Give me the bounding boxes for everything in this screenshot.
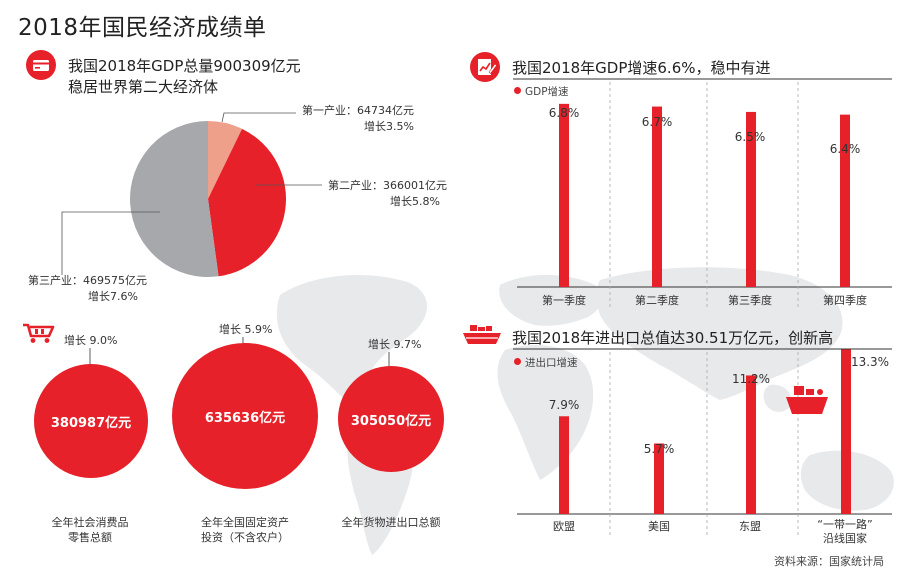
q2-value-label: 6.7% bbox=[641, 115, 673, 129]
pie-growth-secondary: 增长5.8% bbox=[390, 195, 440, 208]
asean-bar bbox=[746, 375, 756, 514]
us-bar bbox=[654, 443, 664, 514]
pie-leader-primary bbox=[221, 112, 296, 123]
pie-annotation-secondary: 第二产业：366001亿元 增长5.8% bbox=[328, 178, 447, 210]
q4-value-label: 6.4% bbox=[829, 142, 861, 156]
world-map-background bbox=[276, 267, 894, 555]
pie-slice-primary bbox=[208, 121, 243, 199]
bubble-caption-retail: 全年社会消费品 零售总额 bbox=[51, 516, 129, 544]
pie-growth-tertiary: 增长7.6% bbox=[88, 290, 138, 303]
bubble-growth-trade: 增长 9.7% bbox=[368, 338, 422, 351]
shopping-cart-icon bbox=[23, 323, 55, 343]
q3-category-label: 第三季度 bbox=[728, 294, 772, 307]
gdp-pie-chart bbox=[61, 112, 322, 277]
bubble-trade: 305050亿元 bbox=[338, 366, 444, 472]
bubble-growth-retail: 增长 9.0% bbox=[64, 334, 118, 347]
eu-bar bbox=[559, 416, 569, 514]
page-title: 2018年国民经济成绩单 bbox=[18, 15, 267, 41]
quarterly-legend: GDP增速 bbox=[514, 84, 569, 99]
q1-bar bbox=[559, 103, 569, 287]
eu-value-label: 7.9% bbox=[548, 398, 580, 412]
gdp-title-line2: 稳居世界第二大经济体 bbox=[68, 78, 219, 96]
pie-growth-primary: 增长3.5% bbox=[364, 120, 414, 133]
q3-value-label: 6.5% bbox=[734, 130, 766, 144]
pie-annotation-primary: 第一产业：64734亿元 增长3.5% bbox=[302, 103, 414, 135]
q2-category-label: 第二季度 bbox=[635, 294, 679, 307]
q1-value-label: 6.8% bbox=[548, 106, 580, 120]
source-note: 资料来源：国家统计局 bbox=[774, 555, 884, 568]
q4-category-label: 第四季度 bbox=[823, 294, 867, 307]
q2-bar bbox=[652, 106, 662, 288]
quarterly-title: 我国2018年GDP增速6.6%，稳中有进 bbox=[512, 59, 771, 77]
eu-category-label: 欧盟 bbox=[553, 520, 575, 533]
us-value-label: 5.7% bbox=[643, 442, 675, 456]
pie-slice-tertiary bbox=[129, 121, 219, 277]
trade-title: 我国2018年进出口总值达30.51万亿元，创新高 bbox=[512, 329, 834, 347]
pie-leader-tertiary bbox=[61, 211, 160, 275]
pie-slice-secondary bbox=[208, 128, 287, 277]
asean-category-label: 东盟 bbox=[739, 520, 761, 533]
legend-dot-icon bbox=[514, 358, 521, 365]
bubble-caption-trade: 全年货物进出口总额 bbox=[341, 516, 441, 529]
pie-label-secondary: 第二产业：366001亿元 bbox=[328, 179, 447, 192]
ship-illustration-icon bbox=[786, 386, 828, 414]
belt-road-category-label: “一带一路” 沿线国家 bbox=[817, 518, 873, 545]
pie-label-tertiary: 第三产业：469575亿元 bbox=[28, 274, 147, 287]
q3-bar bbox=[746, 111, 756, 287]
us-category-label: 美国 bbox=[648, 520, 670, 533]
pie-annotation-tertiary: 第三产业：469575亿元 增长7.6% bbox=[28, 273, 147, 305]
bubble-retail: 380987亿元 bbox=[34, 364, 148, 478]
chart-document-icon bbox=[470, 52, 500, 82]
bubble-growth-investment: 增长 5.9% bbox=[219, 323, 273, 336]
credit-card-icon bbox=[26, 50, 56, 80]
belt-road-bar bbox=[841, 349, 851, 514]
asean-value-label: 11.2% bbox=[731, 372, 771, 386]
bubble-investment: 635636亿元 bbox=[172, 343, 318, 489]
cargo-ship-icon bbox=[463, 325, 501, 344]
pie-label-primary: 第一产业：64734亿元 bbox=[302, 104, 414, 117]
bubble-caption-investment: 全年全国固定资产 投资（不含农户） bbox=[201, 516, 289, 544]
gdp-title-line1: 我国2018年GDP总量900309亿元 bbox=[68, 57, 301, 75]
legend-dot-icon bbox=[514, 87, 521, 94]
q4-bar bbox=[840, 114, 850, 287]
trade-legend: 进出口增速 bbox=[514, 355, 578, 370]
belt-road-value-label: 13.3% bbox=[850, 355, 890, 369]
q1-category-label: 第一季度 bbox=[542, 294, 586, 307]
